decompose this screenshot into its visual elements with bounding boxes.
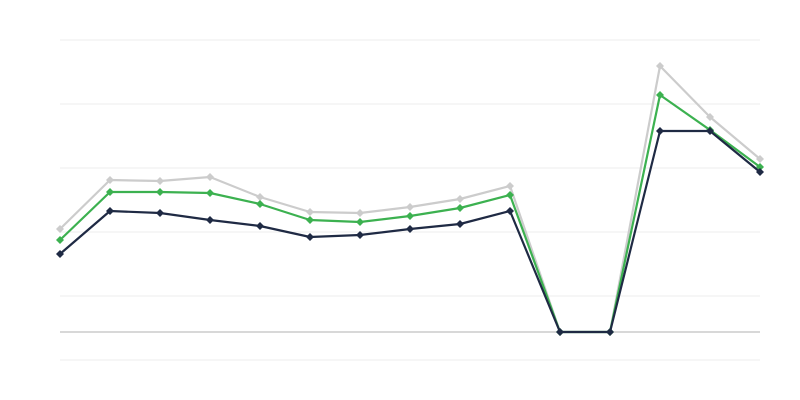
- point-marker: [306, 208, 314, 216]
- point-marker: [606, 328, 614, 336]
- point-marker: [556, 328, 564, 336]
- point-marker: [406, 225, 414, 233]
- point-marker: [56, 236, 64, 244]
- point-marker: [506, 191, 514, 199]
- point-marker: [456, 195, 464, 203]
- point-marker: [56, 250, 64, 258]
- point-marker: [206, 189, 214, 197]
- point-marker: [306, 216, 314, 224]
- point-marker: [406, 203, 414, 211]
- point-marker: [706, 113, 714, 121]
- point-marker: [206, 173, 214, 181]
- point-marker: [456, 220, 464, 228]
- point-marker: [456, 204, 464, 212]
- point-marker: [256, 200, 264, 208]
- point-marker: [206, 216, 214, 224]
- point-marker: [356, 218, 364, 226]
- point-marker: [356, 209, 364, 217]
- point-marker: [156, 188, 164, 196]
- point-marker: [656, 62, 664, 70]
- point-marker: [156, 209, 164, 217]
- point-marker: [106, 207, 114, 215]
- point-marker: [256, 193, 264, 201]
- point-marker: [106, 188, 114, 196]
- point-marker: [356, 231, 364, 239]
- point-marker: [656, 91, 664, 99]
- point-marker: [406, 212, 414, 220]
- point-marker: [256, 222, 264, 230]
- point-marker: [756, 155, 764, 163]
- point-marker: [706, 127, 714, 135]
- point-marker: [56, 225, 64, 233]
- point-marker: [506, 207, 514, 215]
- point-marker: [306, 233, 314, 241]
- point-marker: [756, 168, 764, 176]
- point-marker: [506, 182, 514, 190]
- point-marker: [656, 127, 664, 135]
- point-marker: [106, 176, 114, 184]
- series-line: [59, 64, 761, 334]
- point-marker: [156, 177, 164, 185]
